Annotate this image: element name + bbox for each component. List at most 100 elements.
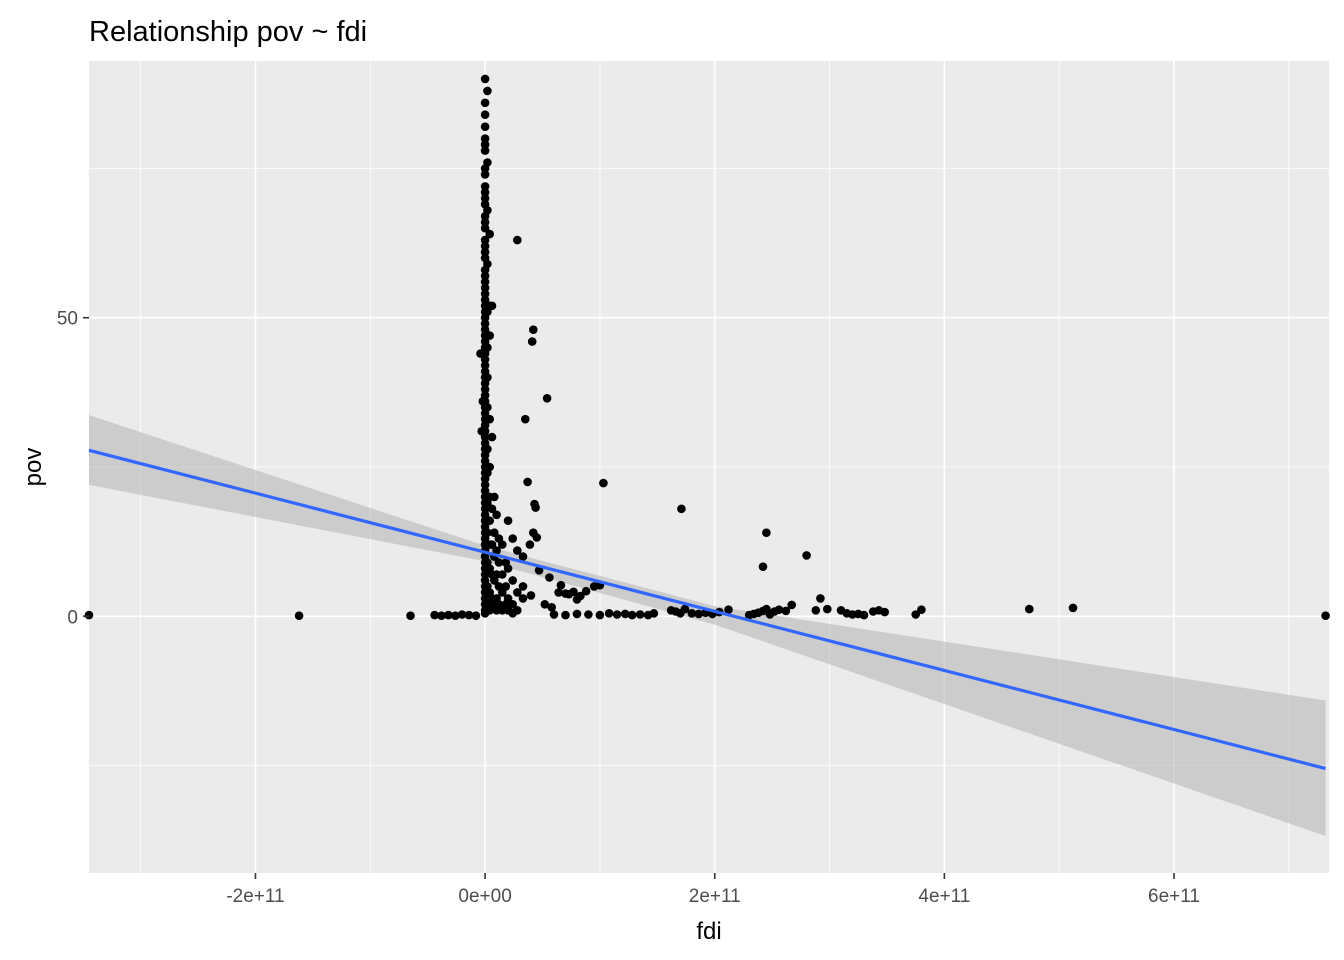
data-point bbox=[677, 504, 686, 514]
data-point bbox=[503, 564, 513, 573]
data-point bbox=[501, 582, 511, 591]
data-point bbox=[464, 610, 474, 620]
data-point bbox=[480, 432, 490, 442]
data-point bbox=[480, 426, 490, 436]
data-point bbox=[518, 552, 528, 561]
data-point bbox=[503, 516, 513, 525]
data-point bbox=[480, 235, 490, 245]
data-point bbox=[480, 355, 490, 364]
data-point bbox=[480, 74, 490, 84]
data-point bbox=[483, 343, 492, 352]
data-point bbox=[480, 361, 490, 370]
data-point bbox=[620, 609, 630, 619]
data-point bbox=[513, 235, 522, 245]
data-points bbox=[84, 74, 1330, 620]
y-axis-title: pov bbox=[20, 448, 47, 487]
data-point bbox=[554, 588, 563, 597]
data-point bbox=[513, 588, 522, 597]
data-point bbox=[483, 206, 492, 215]
data-point bbox=[483, 528, 492, 537]
data-point bbox=[480, 570, 490, 579]
data-point bbox=[483, 373, 492, 382]
x-axis-ticks: -2e+11 0e+00 2e+11 4e+11 6e+11 bbox=[226, 873, 1200, 907]
data-point bbox=[595, 610, 605, 620]
data-point bbox=[635, 610, 645, 619]
data-point bbox=[483, 259, 492, 269]
data-point bbox=[758, 562, 768, 571]
data-point bbox=[811, 606, 821, 615]
data-point bbox=[480, 510, 490, 520]
data-point bbox=[480, 146, 490, 155]
data-point bbox=[1025, 604, 1034, 614]
data-point bbox=[487, 540, 497, 549]
data-point bbox=[781, 606, 791, 616]
data-point bbox=[513, 606, 522, 615]
data-point bbox=[549, 610, 559, 619]
data-point bbox=[485, 462, 495, 472]
data-point bbox=[480, 140, 490, 149]
data-point bbox=[483, 444, 492, 454]
data-point bbox=[540, 600, 550, 609]
data-point bbox=[480, 188, 490, 197]
data-point bbox=[694, 609, 703, 619]
data-point bbox=[485, 229, 495, 239]
data-point bbox=[774, 605, 784, 614]
data-point bbox=[823, 604, 832, 614]
data-point bbox=[485, 331, 495, 340]
data-point bbox=[492, 546, 501, 555]
data-point bbox=[480, 241, 490, 251]
data-point bbox=[480, 385, 490, 394]
data-point bbox=[917, 605, 926, 614]
data-point bbox=[561, 610, 570, 620]
data-point bbox=[480, 110, 490, 119]
data-point bbox=[508, 600, 517, 609]
data-point bbox=[480, 325, 490, 335]
regression-line bbox=[88, 448, 1326, 771]
data-point bbox=[471, 611, 481, 620]
data-point bbox=[483, 86, 492, 96]
data-point bbox=[572, 609, 582, 619]
data-point bbox=[680, 604, 690, 614]
data-point bbox=[545, 573, 554, 582]
data-point bbox=[480, 277, 490, 287]
data-point bbox=[547, 603, 556, 612]
data-point bbox=[480, 122, 490, 131]
data-point bbox=[911, 610, 920, 619]
data-point bbox=[480, 486, 490, 496]
chart-title: Relationship pov ~ fdi bbox=[89, 16, 367, 48]
data-point bbox=[880, 607, 889, 617]
data-point bbox=[294, 611, 304, 620]
data-point bbox=[480, 182, 490, 191]
data-point bbox=[1321, 611, 1330, 620]
data-point bbox=[503, 594, 513, 603]
confidence-band bbox=[89, 415, 1326, 836]
data-point bbox=[508, 534, 517, 543]
data-point bbox=[556, 580, 566, 590]
data-point bbox=[526, 591, 536, 600]
data-point bbox=[604, 609, 614, 618]
data-point bbox=[649, 609, 659, 618]
data-point bbox=[492, 510, 501, 520]
y-tick-label: 0 bbox=[67, 607, 78, 628]
data-point bbox=[527, 337, 537, 346]
data-point bbox=[513, 546, 522, 555]
data-point bbox=[584, 610, 593, 619]
data-point bbox=[521, 414, 530, 424]
data-point bbox=[406, 611, 415, 620]
data-point bbox=[787, 600, 796, 610]
data-point bbox=[480, 319, 490, 329]
data-point bbox=[451, 611, 460, 620]
data-point bbox=[498, 540, 507, 549]
data-point bbox=[457, 610, 467, 619]
data-point bbox=[576, 591, 585, 601]
data-point bbox=[569, 587, 578, 597]
data-point bbox=[480, 98, 490, 108]
data-point bbox=[480, 420, 490, 430]
data-point bbox=[498, 570, 507, 579]
y-axis-ticks: 0 50 bbox=[57, 309, 89, 628]
data-point bbox=[612, 610, 622, 619]
data-point bbox=[1068, 603, 1078, 613]
data-point bbox=[599, 478, 608, 488]
data-point bbox=[687, 609, 697, 618]
